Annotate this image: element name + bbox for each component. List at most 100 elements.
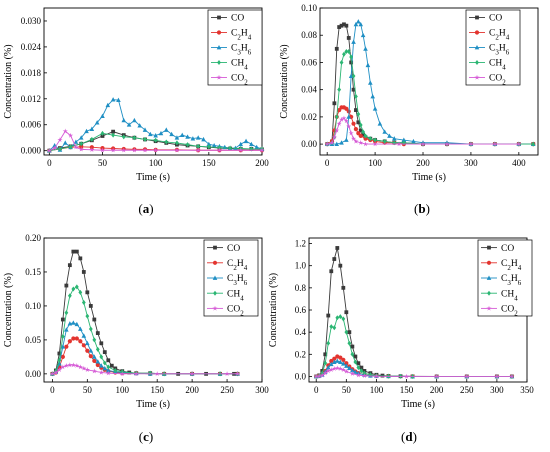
data-point [105, 367, 111, 373]
y-tick-label: 0.006 [21, 120, 42, 130]
data-point [339, 140, 344, 145]
data-point [346, 36, 351, 40]
y-tick-label: 1.2 [295, 239, 306, 249]
data-point [331, 366, 337, 371]
data-point [338, 355, 343, 360]
data-point [195, 147, 201, 153]
data-point [102, 360, 107, 366]
y-tick-label: 0.06 [301, 57, 317, 67]
data-point [71, 286, 76, 292]
data-point [329, 358, 334, 364]
legend-marker [486, 275, 492, 280]
legend-label: C3H6 [501, 274, 522, 287]
data-point [189, 371, 195, 377]
panel-label: (d) [401, 429, 417, 444]
data-point [344, 329, 349, 335]
data-point [365, 62, 371, 68]
legend-marker [212, 305, 218, 311]
data-point [350, 344, 355, 349]
y-tick-label: 0.8 [295, 283, 307, 293]
data-point [102, 365, 108, 371]
data-point [174, 147, 180, 153]
data-point [92, 354, 97, 359]
data-point [368, 136, 373, 142]
data-point [81, 343, 86, 348]
data-point [78, 135, 84, 140]
legend-marker [474, 45, 480, 50]
data-point [62, 140, 68, 145]
data-point [336, 120, 342, 126]
data-point [132, 117, 137, 123]
data-point [362, 141, 369, 147]
data-point [95, 331, 100, 335]
legend: CO C2H4 C3H6 CH4 CO2 [477, 239, 533, 318]
legend-marker [486, 260, 492, 265]
data-point [338, 314, 343, 320]
data-point [92, 358, 97, 364]
data-point [344, 137, 349, 142]
y-tick-label: 0.000 [21, 146, 42, 156]
data-point [353, 21, 359, 27]
x-tick-label: 250 [460, 385, 474, 395]
data-point [494, 373, 500, 379]
data-point [206, 144, 211, 150]
legend-marker [475, 60, 479, 65]
data-point [74, 336, 79, 341]
x-tick-label: 50 [98, 158, 108, 168]
data-point [351, 73, 356, 79]
data-point [350, 135, 357, 141]
data-point [100, 113, 105, 118]
legend-label: C2H4 [489, 29, 510, 42]
data-point [88, 326, 93, 332]
series-line [52, 338, 238, 375]
data-point [332, 101, 337, 106]
data-point [444, 141, 450, 147]
data-point [49, 371, 55, 377]
data-point [243, 138, 249, 144]
y-tick-label: 0.00 [301, 139, 317, 149]
chart-panel-b: 0 100 200 300 400 0.00 0.02 0.04 0.06 0.08 0.10 Tim… [279, 3, 539, 216]
legend: CO C2H4 C3H6 CH4 CO2 [207, 9, 263, 87]
data-point [85, 348, 90, 353]
data-point [116, 97, 121, 102]
x-tick-label: 0 [47, 158, 52, 168]
y-tick-label: 0.10 [301, 3, 317, 13]
data-point [341, 316, 346, 322]
data-point [344, 361, 349, 366]
legend-label: CO [227, 244, 240, 254]
panel-label: (b) [414, 201, 430, 216]
legend-label: C3H6 [227, 274, 248, 287]
data-point [346, 123, 352, 129]
data-point [57, 137, 63, 143]
data-point [363, 46, 368, 51]
x-tick-label: 300 [490, 385, 504, 395]
data-point [329, 324, 334, 330]
data-point [73, 139, 79, 144]
data-point [346, 114, 352, 119]
legend-label: CO [231, 14, 244, 24]
data-point [67, 362, 73, 368]
y-tick-label: 0.6 [295, 305, 307, 315]
data-point [313, 373, 319, 379]
data-point [337, 366, 343, 371]
data-point [323, 360, 328, 366]
legend-label: CH4 [501, 289, 518, 302]
data-point [343, 368, 349, 374]
data-point [353, 369, 358, 374]
x-tick-label: 350 [520, 385, 534, 395]
data-point [57, 351, 62, 356]
data-point [344, 363, 349, 368]
data-point [216, 147, 223, 153]
data-point [60, 333, 65, 339]
data-point [92, 317, 97, 322]
x-tick-label: 0 [50, 385, 55, 395]
data-point [153, 137, 158, 143]
data-point [392, 140, 397, 146]
x-axis-label: Time (s) [136, 399, 170, 410]
x-tick-label: 200 [430, 385, 444, 395]
x-tick-label: 200 [255, 158, 269, 168]
data-point [88, 354, 93, 359]
series-co2 [49, 362, 241, 377]
data-point [464, 373, 470, 379]
data-point [368, 372, 373, 378]
